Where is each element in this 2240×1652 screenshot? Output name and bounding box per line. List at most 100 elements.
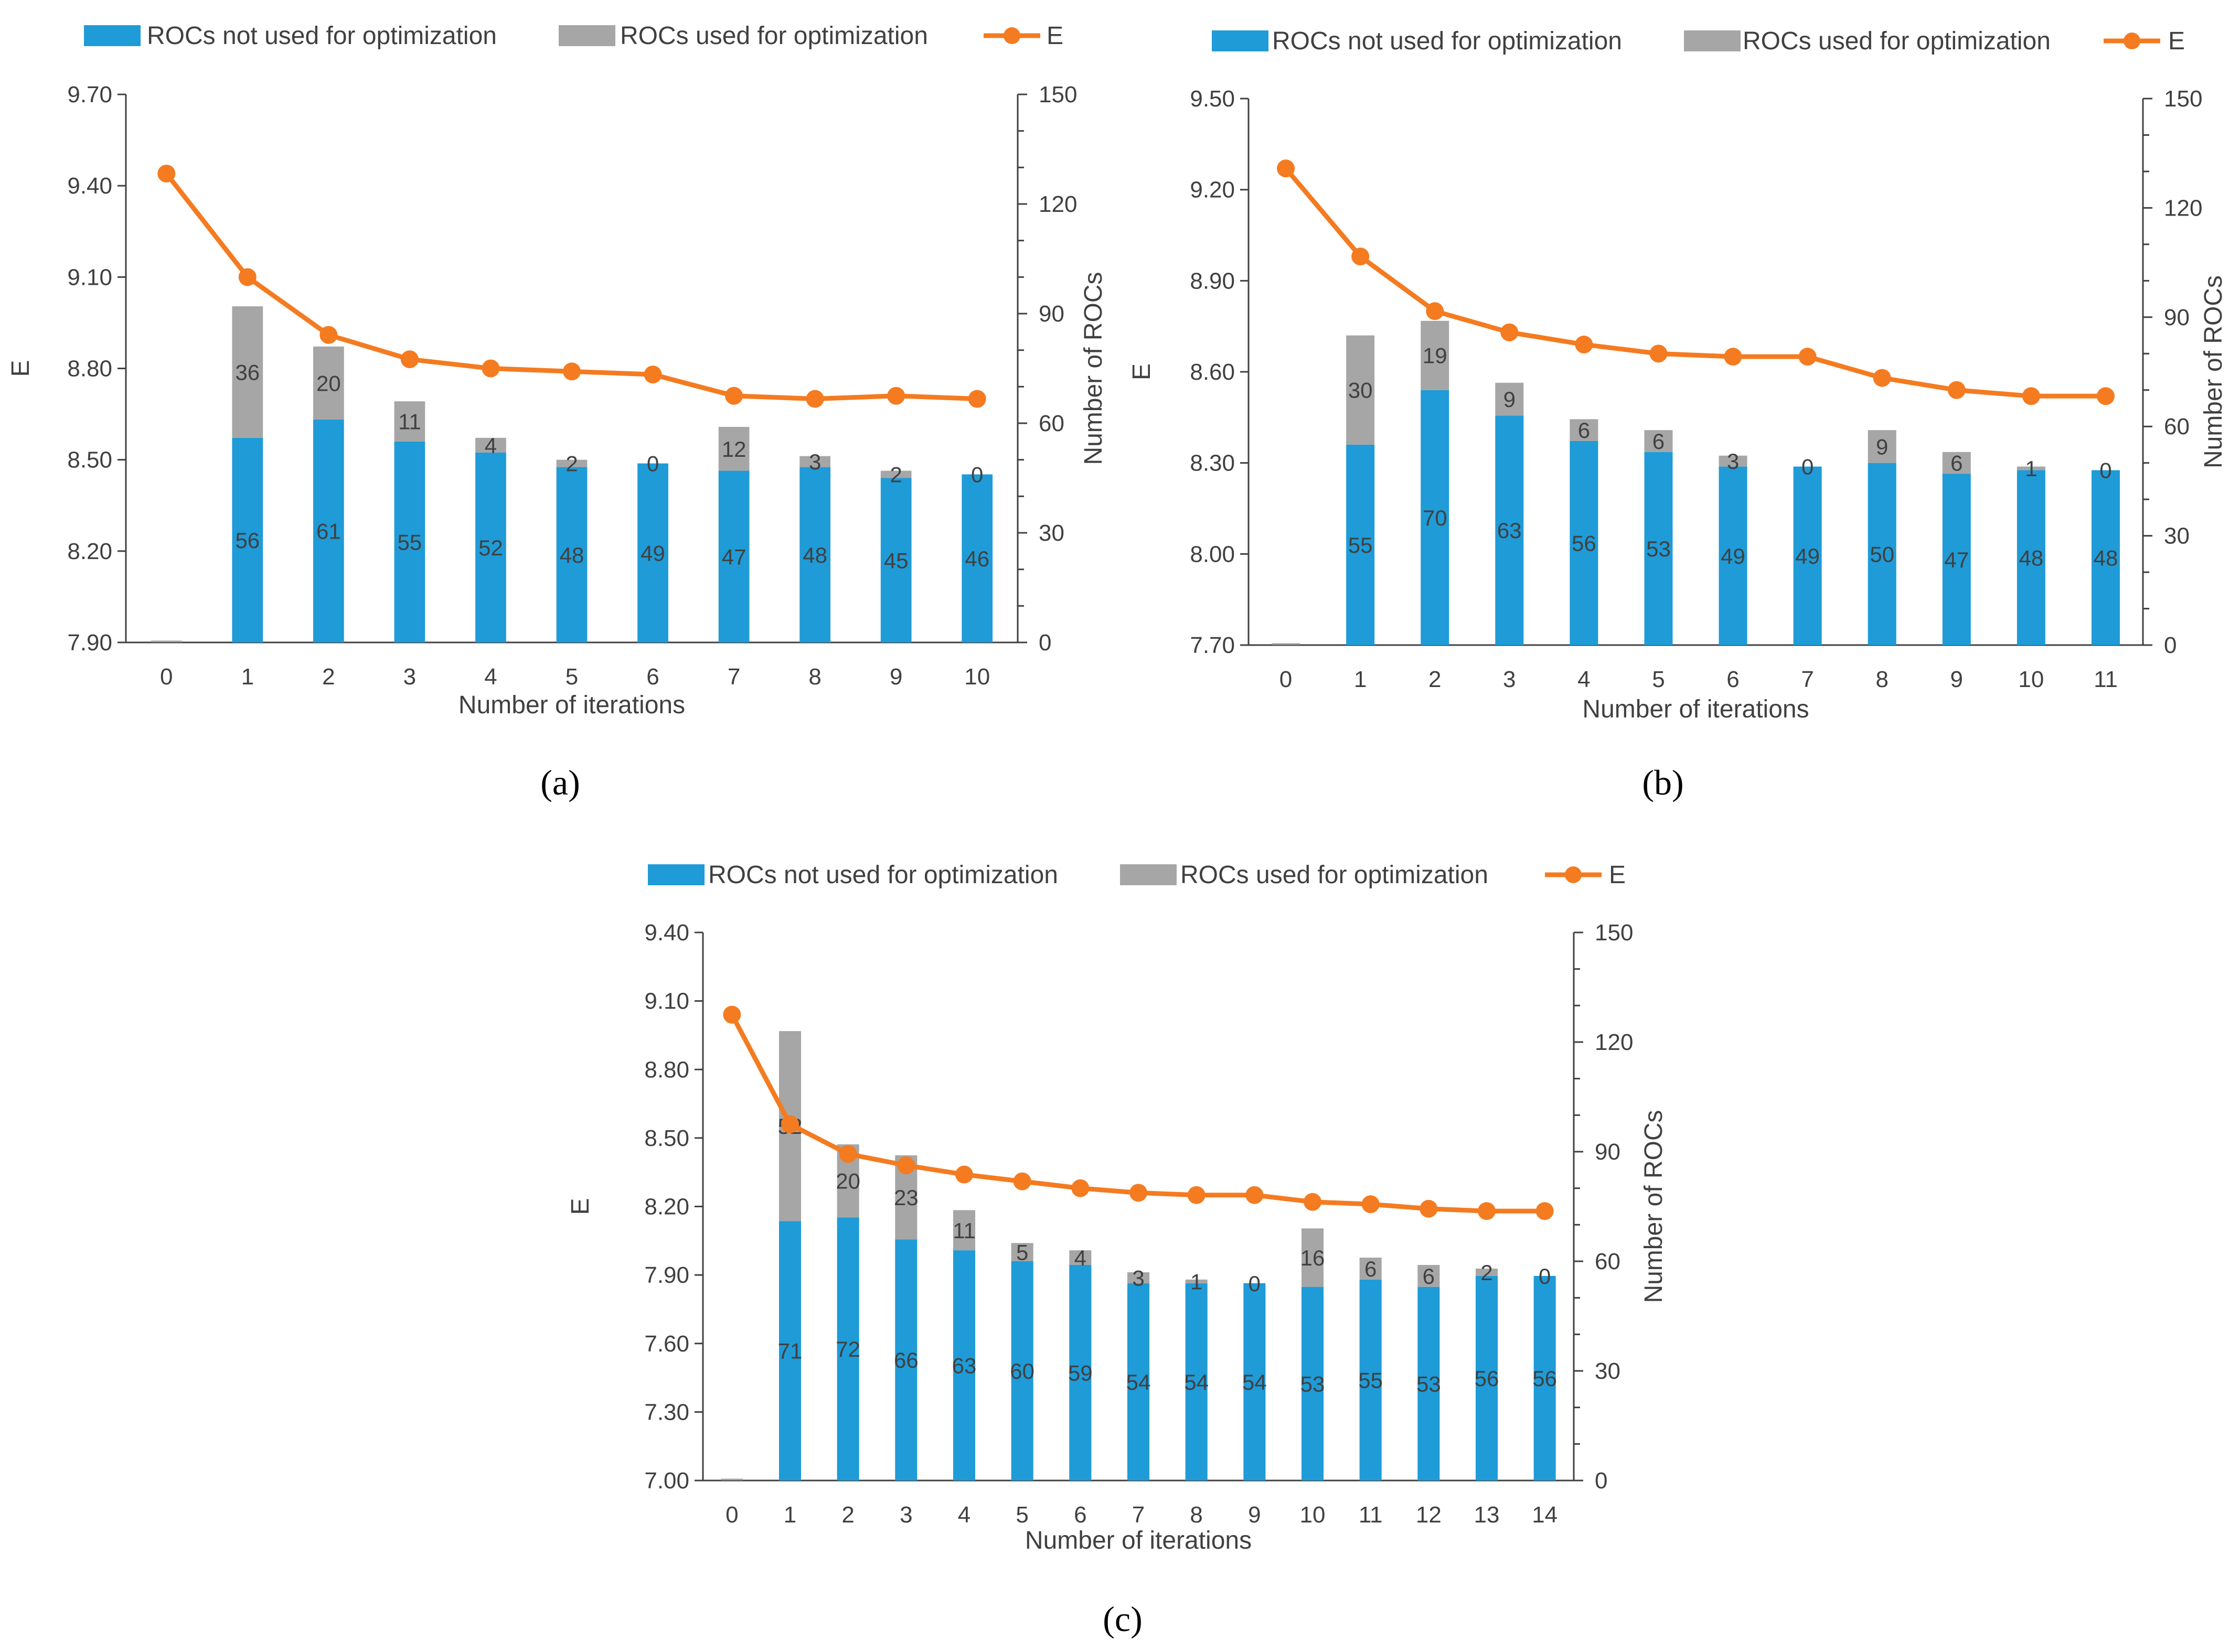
- x-axis-title: Number of iterations: [1582, 695, 1809, 723]
- x-tick-label: 1: [241, 664, 254, 690]
- left-tick-label: 8.30: [1190, 450, 1235, 476]
- legend-swatch-used: [559, 25, 615, 46]
- bar-not-used: [1719, 466, 1747, 645]
- left-tick-label: 9.50: [1190, 86, 1235, 112]
- bar-label-used: 3: [809, 449, 821, 474]
- bar-label-used: 1: [1190, 1269, 1202, 1294]
- bar-label-not-used: 56: [1572, 531, 1596, 555]
- bar-used: [1346, 335, 1375, 445]
- chart-c: ROCs not used for optimization ROCs used …: [567, 861, 1668, 1639]
- bar-not-used: [1243, 1283, 1266, 1481]
- x-tick-label: 4: [484, 664, 497, 690]
- right-tick-label: 90: [1039, 301, 1064, 327]
- bar-label-not-used: 48: [560, 543, 584, 567]
- e-point: [563, 362, 581, 381]
- bar-used: [1301, 1228, 1324, 1287]
- bar-label-used: 6: [1578, 418, 1590, 443]
- bar-used: [1069, 1250, 1092, 1265]
- bar-label-not-used: 48: [2019, 545, 2044, 570]
- x-tick-label: 5: [566, 664, 578, 690]
- panel-caption: (c): [1103, 1599, 1142, 1639]
- e-point: [1351, 248, 1370, 266]
- bar-not-used: [2091, 470, 2120, 645]
- x-tick-label: 3: [403, 664, 416, 690]
- e-point: [897, 1156, 915, 1175]
- legend-marker-e: [1565, 866, 1582, 883]
- bar-not-used: [475, 452, 506, 642]
- x-tick-label: 0: [726, 1502, 738, 1528]
- bar-used: [718, 426, 750, 471]
- bar-not-used: [953, 1250, 976, 1481]
- legend: ROCs not used for optimization ROCs used …: [1212, 27, 2185, 55]
- legend-marker-e: [1004, 27, 1020, 44]
- bar-label-not-used: 55: [398, 530, 422, 554]
- x-tick-label: 7: [1801, 667, 1814, 692]
- bar-label-used: 3: [1727, 449, 1739, 474]
- right-tick-label: 60: [2164, 414, 2190, 439]
- bar-label-used: 2: [566, 452, 578, 476]
- legend-label-e: E: [1047, 22, 1063, 50]
- x-tick-label: 3: [900, 1502, 912, 1528]
- legend-swatch-not-used: [1212, 30, 1268, 51]
- e-point: [968, 390, 986, 408]
- x-tick-label: 5: [1652, 667, 1665, 692]
- x-tick-label: 12: [1416, 1502, 1442, 1528]
- left-tick-label: 9.70: [67, 82, 112, 108]
- x-tick-label: 11: [2094, 667, 2118, 692]
- legend-item-e: E: [1545, 861, 1626, 889]
- x-axis-title: Number of iterations: [1025, 1527, 1252, 1554]
- bar-not-used: [1644, 452, 1673, 645]
- right-tick-label: 0: [1595, 1468, 1607, 1494]
- bar-label-not-used: 63: [1497, 518, 1522, 543]
- bar-label-used: 6: [1423, 1264, 1435, 1289]
- bar-label-used: 16: [1300, 1246, 1325, 1270]
- legend-label-e: E: [2168, 27, 2185, 55]
- e-point: [1798, 348, 1817, 366]
- e-point: [319, 326, 338, 344]
- bar-label-not-used: 60: [1010, 1359, 1034, 1383]
- left-tick-label: 7.90: [67, 630, 112, 656]
- e-point: [644, 366, 662, 384]
- legend-item-not-used: ROCs not used for optimization: [1212, 27, 1622, 55]
- bar-label-used: 36: [235, 360, 260, 384]
- e-point: [1245, 1186, 1264, 1204]
- right-tick-label: 0: [2164, 632, 2177, 658]
- bar-not-used: [718, 470, 750, 642]
- left-tick-label: 8.20: [644, 1194, 689, 1220]
- e-point: [887, 387, 905, 405]
- bar-used: [1475, 1268, 1498, 1276]
- bar-not-used: [895, 1239, 918, 1481]
- bar-not-used: [778, 1221, 802, 1481]
- bar-label-not-used: 54: [1184, 1370, 1209, 1394]
- bar-used: [1185, 1279, 1208, 1283]
- left-tick-label: 9.20: [1190, 177, 1235, 203]
- legend-label-used: ROCs used for optimization: [1180, 861, 1488, 889]
- e-point: [1071, 1179, 1090, 1197]
- bar-not-used: [1570, 441, 1598, 645]
- x-tick-label: 4: [958, 1502, 970, 1528]
- bar-used: [1570, 419, 1598, 441]
- e-line: [1284, 167, 2106, 399]
- right-axis-title: Number of ROCs: [1080, 272, 1107, 465]
- legend-swatch-used: [1684, 30, 1741, 51]
- bar-used: [1127, 1272, 1150, 1283]
- legend-label-not-used: ROCs not used for optimization: [708, 861, 1058, 889]
- e-point: [1013, 1172, 1031, 1190]
- bar-not-used: [1417, 1286, 1440, 1481]
- bar-not-used: [1475, 1275, 1498, 1481]
- left-tick-label: 8.00: [1190, 541, 1235, 567]
- x-tick-label: 11: [1359, 1502, 1383, 1528]
- legend-swatch-not-used: [84, 25, 141, 46]
- bar-used: [313, 346, 344, 420]
- bar-label-not-used: 56: [1532, 1366, 1557, 1391]
- e-point: [1361, 1195, 1380, 1214]
- bar-label-not-used: 53: [1300, 1371, 1325, 1396]
- bar-label-used: 2: [1480, 1260, 1492, 1285]
- x-tick-label: 6: [1074, 1502, 1086, 1528]
- bar-not-used: [837, 1217, 859, 1481]
- right-tick-label: 150: [1595, 920, 1633, 946]
- bar-used: [1359, 1258, 1382, 1280]
- bar-label-used: 19: [1423, 344, 1447, 368]
- bar-not-used: [1185, 1283, 1208, 1481]
- left-tick-label: 7.90: [644, 1262, 689, 1288]
